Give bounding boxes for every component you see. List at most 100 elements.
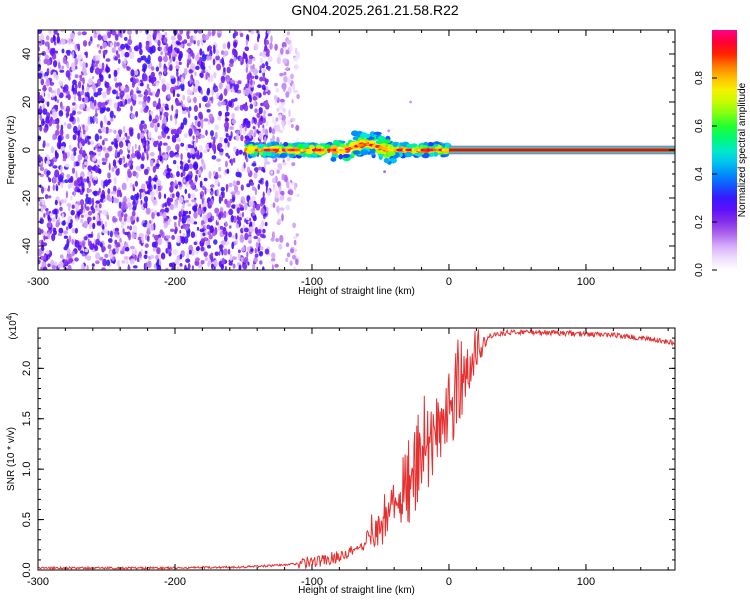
noise-blob <box>117 30 121 37</box>
noise-blob <box>63 235 68 239</box>
noise-blob <box>179 254 183 260</box>
noise-blob <box>113 197 118 204</box>
noise-blob <box>106 259 111 267</box>
signal-blob <box>339 143 346 148</box>
y-tick-label: 20 <box>21 96 33 108</box>
noise-blob <box>54 169 60 178</box>
noise-blob <box>172 182 176 189</box>
noise-blob <box>286 181 290 189</box>
noise-blob <box>187 193 191 199</box>
noise-blob <box>111 47 116 54</box>
noise-blob <box>233 146 237 153</box>
noise-blob <box>292 83 296 91</box>
noise-blob <box>252 126 256 130</box>
noise-blob <box>108 162 111 171</box>
noise-blob <box>114 227 119 232</box>
noise-blob <box>108 145 113 152</box>
noise-blob <box>81 263 85 270</box>
noise-blob <box>295 233 299 237</box>
noise-blob <box>62 152 68 160</box>
noise-blob <box>127 30 132 35</box>
noise-blob <box>274 43 278 51</box>
y-tick-label: 40 <box>21 48 33 60</box>
noise-blob <box>278 243 283 250</box>
noise-blob <box>102 41 108 48</box>
noise-blob <box>233 84 237 91</box>
noise-blob <box>170 44 173 50</box>
noise-blob <box>229 225 232 229</box>
x-tick-label: -300 <box>27 276 49 288</box>
noise-blob <box>180 142 185 147</box>
noise-blob <box>65 190 68 199</box>
noise-blob <box>173 215 178 220</box>
noise-blob <box>143 196 149 203</box>
noise-blob <box>82 241 85 248</box>
signal-blob <box>323 144 331 150</box>
noise-blob <box>138 42 142 50</box>
noise-blob <box>242 53 248 60</box>
noise-blob <box>198 111 203 119</box>
noise-blob <box>139 192 142 200</box>
noise-blob <box>230 191 236 195</box>
colorbar-ramp <box>712 30 737 270</box>
noise-blob <box>251 162 257 167</box>
noise-blob <box>73 161 76 168</box>
noise-blob <box>58 143 61 150</box>
noise-blob <box>193 30 198 34</box>
noise-blob <box>259 65 262 71</box>
colorbar-tick-label: 0.4 <box>694 167 705 181</box>
noise-blob <box>154 234 159 241</box>
signal-blob <box>430 152 435 157</box>
noise-blob <box>68 38 72 44</box>
noise-blob <box>96 148 102 152</box>
noise-blob <box>145 181 150 185</box>
noise-blob <box>130 215 134 223</box>
noise-blob <box>65 226 69 231</box>
noise-blob <box>93 147 96 151</box>
noise-blob <box>274 190 279 199</box>
noise-blob <box>199 180 203 188</box>
noise-blob <box>160 51 163 56</box>
noise-blob <box>277 218 282 223</box>
noise-blob <box>129 258 135 265</box>
noise-blob <box>293 236 298 240</box>
noise-blob <box>95 108 98 115</box>
noise-blob <box>288 189 294 196</box>
noise-blob <box>259 246 264 251</box>
noise-blob <box>291 99 294 104</box>
noise-blob <box>47 176 50 181</box>
noise-blob <box>244 218 247 223</box>
noise-blob <box>185 175 188 182</box>
noise-blob <box>68 258 74 263</box>
signal-blob <box>416 152 423 157</box>
noise-blob <box>138 251 142 258</box>
noise-blob <box>231 235 236 239</box>
noise-blob <box>83 236 88 241</box>
noise-blob <box>92 191 98 195</box>
noise-blob <box>235 223 239 229</box>
noise-blob <box>220 197 224 202</box>
noise-blob <box>113 129 117 134</box>
noise-blob <box>265 180 269 188</box>
noise-blob <box>73 125 78 134</box>
noise-blob <box>150 208 154 214</box>
noise-blob <box>108 128 113 133</box>
noise-blob <box>139 30 143 33</box>
noise-blob <box>94 166 99 173</box>
noise-blob <box>146 149 149 157</box>
noise-blob <box>203 95 208 103</box>
noise-blob <box>246 183 251 188</box>
noise-blob <box>48 30 52 35</box>
noise-blob <box>98 143 101 147</box>
noise-blob <box>119 192 123 198</box>
noise-blob <box>220 240 226 246</box>
noise-blob <box>164 207 169 213</box>
noise-blob <box>94 245 99 251</box>
noise-blob <box>83 220 88 229</box>
noise-blob <box>91 208 96 214</box>
noise-blob <box>252 136 256 143</box>
noise-blob <box>231 119 237 125</box>
noise-blob <box>152 247 156 252</box>
noise-blob <box>61 129 64 135</box>
noise-blob <box>158 191 162 200</box>
